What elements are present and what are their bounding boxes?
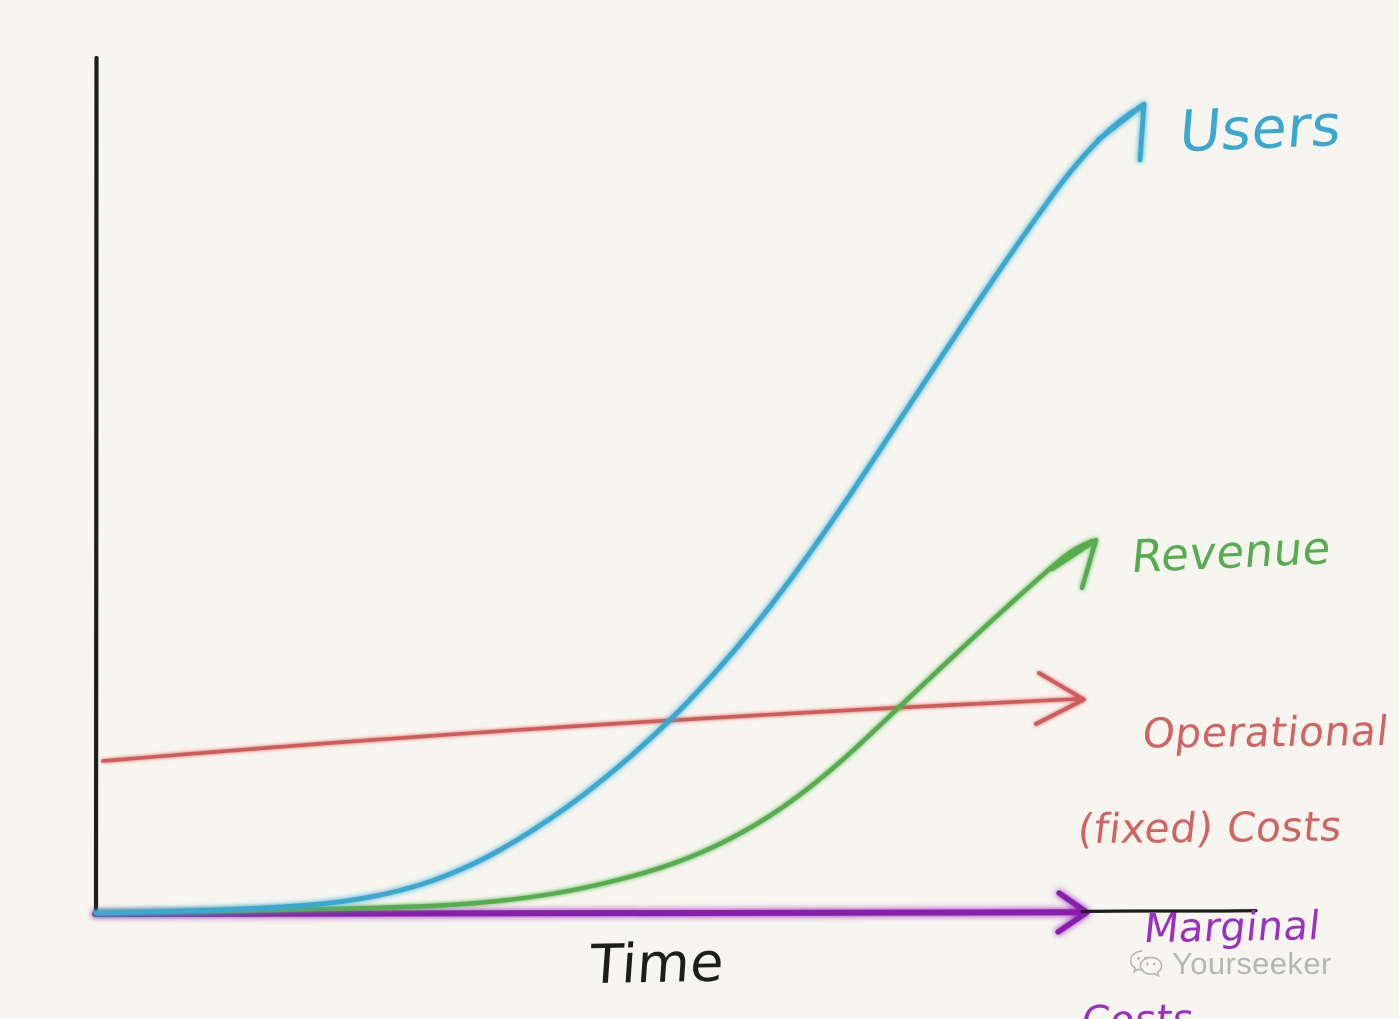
operational-costs-line-1: Operational	[1140, 707, 1392, 758]
series-label-users: Users	[1176, 92, 1345, 166]
series-label-revenue: Revenue	[1129, 520, 1334, 584]
series-label-marginal-costs: Marginal Costs	[1070, 862, 1327, 1019]
series-revenue	[93, 537, 1099, 916]
watermark: Yourseeker	[1129, 946, 1332, 982]
series-users	[93, 101, 1147, 916]
operational-costs-line-2: (fixed) Costs	[1075, 802, 1345, 854]
x-axis-label-time: Time	[587, 930, 727, 997]
wechat-icon	[1129, 949, 1163, 977]
y-axis	[93, 55, 99, 917]
marginal-costs-line-2: Costs	[1079, 996, 1313, 1019]
watermark-text: Yourseeker	[1172, 946, 1332, 981]
marginal-underline	[1080, 909, 1258, 914]
series-operational-costs	[101, 671, 1086, 763]
